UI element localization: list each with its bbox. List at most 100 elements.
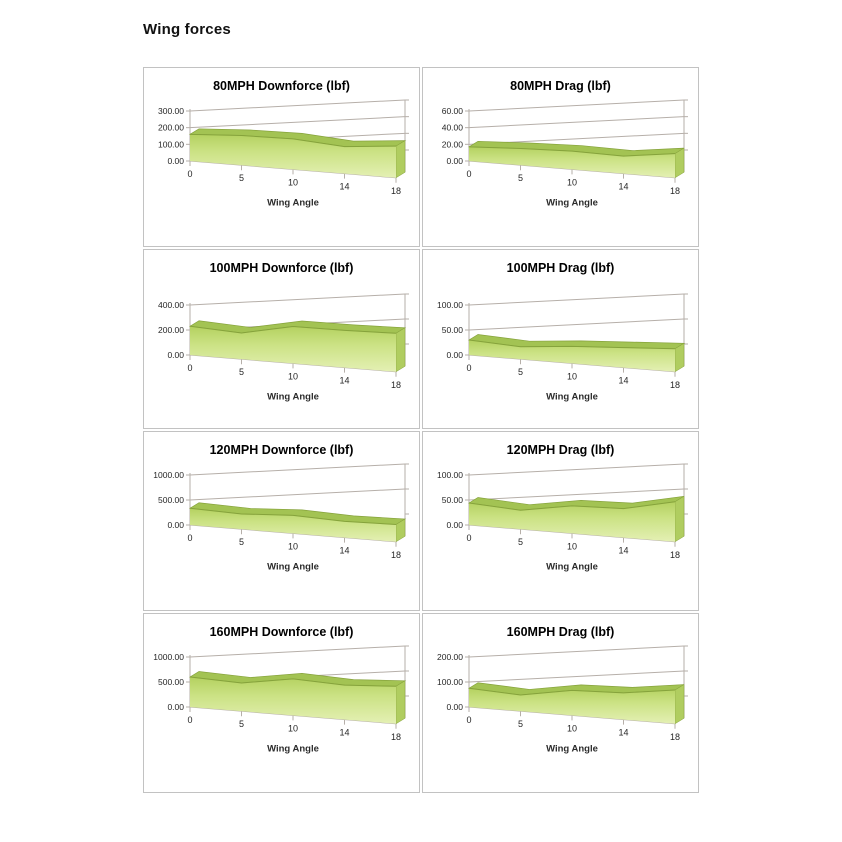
area-top-edge [189,133,397,148]
area-top-edge [189,325,397,334]
y-tick-label: 1000.00 [153,470,184,480]
area-front-face [190,134,396,178]
area-side-surface [674,684,685,725]
y-tick-label: 300.00 [158,106,184,116]
charts-grid: 80MPH Downforce (lbf) 300.00 200.00 100.00… [143,67,699,793]
y-tick-label: 500.00 [158,677,184,687]
chart-cell-100mph-drag: 100MPH Drag (lbf) 100.00 50.00 0.00 0 5 10 14 1… [422,249,699,429]
x-axis-title: Wing Angle [267,197,319,208]
x-tick-label: 0 [187,169,192,179]
x-tick-label: 18 [391,732,401,742]
area-front-face [190,326,396,372]
gridline [189,99,406,112]
x-tick-label: 0 [187,533,192,543]
x-tick-label: 18 [391,186,401,196]
x-tick-label: 18 [670,732,680,742]
y-tick-label: 50.00 [442,325,464,335]
chart-cell-160mph-drag: 160MPH Drag (lbf) 200.00 100.00 0.00 0 5 10 14… [422,613,699,793]
x-tick-label: 0 [187,715,192,725]
chart-title: 100MPH Downforce (lbf) [209,261,354,275]
y-tick-label: 0.00 [446,350,463,360]
gridline [468,318,685,331]
area-front-face [190,508,396,542]
y-tick-label: 20.00 [442,139,464,149]
y-tick-label: 0.00 [446,156,463,166]
x-tick-label: 5 [518,367,523,377]
y-tick-label: 60.00 [442,106,464,116]
gridline [468,293,685,306]
y-tick-label: 0.00 [167,156,184,166]
gridline [189,116,406,129]
chart-title: 120MPH Downforce (lbf) [209,443,354,457]
y-tick-label: 200.00 [158,325,184,335]
chart-title: 80MPH Drag (lbf) [510,79,611,93]
x-axis-title: Wing Angle [267,391,319,402]
area-top-edge [468,339,676,350]
y-tick-label: 100.00 [437,470,463,480]
area-chart-160mph-drag: 200.00 100.00 0.000 5 10 14 18 Wing Angle [437,645,688,754]
y-tick-label: 0.00 [167,350,184,360]
chart-title: 160MPH Drag (lbf) [506,625,615,639]
x-tick-label: 14 [618,546,628,556]
y-tick-label: 0.00 [446,520,463,530]
area-top-edge [468,146,676,157]
gridline [468,99,685,112]
x-tick-label: 10 [288,541,298,551]
area-top-edge [189,507,397,526]
x-tick-label: 0 [466,363,471,373]
chart-title: 80MPH Downforce (lbf) [213,79,350,93]
y-tick-label: 0.00 [446,702,463,712]
x-tick-label: 14 [339,728,349,738]
gridline [189,293,406,306]
gridline [468,463,685,476]
y-tick-label: 200.00 [158,123,184,133]
gridline [468,645,685,658]
x-tick-label: 18 [670,186,680,196]
area-front-face [469,688,675,724]
chart-cell-80mph-drag: 80MPH Drag (lbf) 60.00 40.00 20.00 0.00 0 5 10… [422,67,699,247]
x-tick-label: 5 [518,173,523,183]
x-axis-title: Wing Angle [546,197,598,208]
y-tick-label: 50.00 [442,495,464,505]
x-tick-label: 14 [618,376,628,386]
y-tick-label: 100.00 [437,677,463,687]
y-tick-label: 100.00 [437,300,463,310]
x-tick-label: 18 [670,550,680,560]
x-tick-label: 5 [239,367,244,377]
y-tick-label: 1000.00 [153,652,184,662]
chart-cell-120mph-drag: 120MPH Drag (lbf) 100.00 50.00 0.00 0 5 10 14 1… [422,431,699,611]
x-tick-label: 18 [391,550,401,560]
x-tick-label: 18 [391,380,401,390]
y-tick-label: 500.00 [158,495,184,505]
gridline [189,645,406,658]
gridline [468,670,685,683]
x-tick-label: 14 [618,728,628,738]
y-tick-label: 400.00 [158,300,184,310]
area-chart-160mph-downforce: 1000.00 500.00 0.000 5 10 14 18 Wing Angle [153,645,409,754]
x-tick-label: 10 [288,723,298,733]
area-top-edge [189,676,397,687]
chart-title: 160MPH Downforce (lbf) [209,625,354,639]
x-tick-label: 10 [567,177,577,187]
x-axis-title: Wing Angle [267,561,319,572]
x-tick-label: 0 [187,363,192,373]
chart-title: 100MPH Drag (lbf) [506,261,615,275]
area-top-edge [468,501,676,511]
area-chart-100mph-downforce: 400.00 200.00 0.000 5 10 14 18 Wing Angle [158,293,409,402]
area-top-edge [468,687,676,696]
x-axis-title: Wing Angle [267,743,319,754]
x-tick-label: 10 [567,723,577,733]
area-front-face [190,677,396,724]
chart-cell-100mph-downforce: 100MPH Downforce (lbf) 400.00 200.00 0.00 0… [143,249,420,429]
x-tick-label: 0 [466,169,471,179]
x-tick-label: 14 [339,182,349,192]
area-side-surface [395,680,406,725]
gridline [189,488,406,501]
x-tick-label: 10 [567,371,577,381]
area-chart-120mph-downforce: 1000.00 500.00 0.000 5 10 14 18 Wing Angle [153,463,409,572]
chart-cell-80mph-downforce: 80MPH Downforce (lbf) 300.00 200.00 100.00… [143,67,420,247]
x-tick-label: 18 [670,380,680,390]
y-tick-label: 100.00 [158,139,184,149]
area-front-face [469,146,675,178]
y-tick-label: 40.00 [442,123,464,133]
